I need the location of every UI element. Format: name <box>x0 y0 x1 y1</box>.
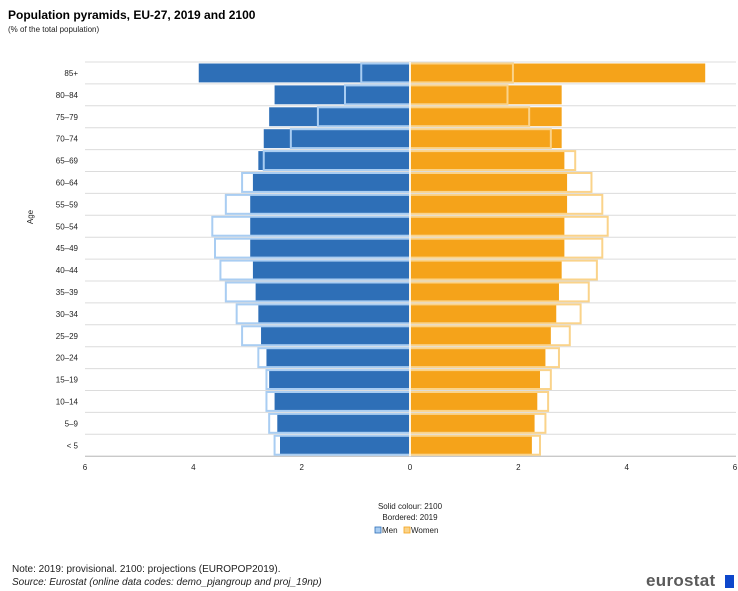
y-axis-title: Age <box>26 209 35 224</box>
age-group-label: 60–64 <box>56 178 79 187</box>
bar-men-2100 <box>277 413 410 433</box>
legend-swatch-women <box>403 526 411 534</box>
bar-women-2100 <box>410 348 546 368</box>
chart-subtitle: (% of the total population) <box>8 25 100 34</box>
age-group-label: 25–29 <box>56 332 79 341</box>
bar-women-2100 <box>410 304 557 324</box>
bar-women-2100 <box>410 216 565 236</box>
bar-men-2100 <box>252 260 410 280</box>
age-group-label: 40–44 <box>56 266 79 275</box>
age-group-label: 35–39 <box>56 288 79 297</box>
x-tick-label: 4 <box>624 463 629 472</box>
x-tick-label: 4 <box>191 463 196 472</box>
age-group-label: 45–49 <box>56 244 79 253</box>
bar-men-2100 <box>269 107 410 127</box>
age-group-label: 15–19 <box>56 376 79 385</box>
legend: Men Women <box>374 526 438 535</box>
x-tick-label: 2 <box>299 463 304 472</box>
age-group-label: 50–54 <box>56 222 79 231</box>
bar-men-2100 <box>263 129 410 149</box>
x-axis-tick-labels: 6 4 2 0 2 4 6 <box>83 463 738 472</box>
age-group-label: 20–24 <box>56 354 79 363</box>
x-tick-label: 2 <box>516 463 521 472</box>
population-pyramid-chart: 85+80–8475–7970–7465–6960–6455–5950–5445… <box>26 61 738 535</box>
x-tick-label: 6 <box>733 463 738 472</box>
age-group-labels: 85+ 80–84 75–79 70–74 65–69 60–64 55–59 50–54 45… <box>56 69 79 450</box>
bars <box>198 62 706 457</box>
age-group-label: 70–74 <box>56 135 79 144</box>
bar-men-2100 <box>280 435 410 455</box>
bar-women-2100 <box>410 85 562 105</box>
age-group-label: 30–34 <box>56 310 79 319</box>
bar-women-2100 <box>410 282 559 302</box>
age-group-label: 85+ <box>64 69 78 78</box>
bar-women-2100 <box>410 392 538 411</box>
age-group-label: 65–69 <box>56 157 79 166</box>
x-tick-label: 6 <box>83 463 88 472</box>
age-group-label: 80–84 <box>56 91 79 100</box>
bar-women-2100 <box>410 63 706 83</box>
bar-men-2100 <box>198 63 410 83</box>
bar-men-2100 <box>250 194 410 214</box>
age-group-label: 75–79 <box>56 113 79 122</box>
x-tick-label: 0 <box>408 463 413 472</box>
bar-women-2100 <box>410 194 568 214</box>
legend-note-solid: Solid colour: 2100 <box>378 502 443 511</box>
bar-women-2100 <box>410 238 565 258</box>
bar-men-2100 <box>250 238 410 258</box>
age-group-label: 5–9 <box>65 419 79 428</box>
bar-women-2100 <box>410 260 562 280</box>
bar-men-2100 <box>269 370 410 389</box>
bar-men-2100 <box>258 304 410 324</box>
source-text: Source: Eurostat (online data codes: dem… <box>12 577 322 588</box>
chart-title: Population pyramids, EU-27, 2019 and 210… <box>8 8 256 22</box>
bar-women-2100 <box>410 173 568 192</box>
bar-women-2100 <box>410 326 551 346</box>
bar-men-2100 <box>274 392 410 411</box>
bar-men-2100 <box>261 326 410 346</box>
bar-men-2100 <box>274 85 410 105</box>
eurostat-logo-mark <box>725 575 734 588</box>
bar-women-2100 <box>410 413 535 433</box>
bar-women-2100 <box>410 107 562 127</box>
legend-note-bordered: Bordered: 2019 <box>382 513 438 522</box>
bar-men-2100 <box>266 348 410 368</box>
bar-men-2100 <box>252 173 410 192</box>
bar-women-2100 <box>410 151 565 170</box>
bar-women-2100 <box>410 370 540 389</box>
bar-men-2100 <box>250 216 410 236</box>
bar-women-2100 <box>410 435 532 455</box>
bar-women-2100 <box>410 129 562 149</box>
eurostat-logo: eurostat <box>646 571 716 590</box>
legend-swatch-men <box>374 526 382 534</box>
legend-label-women: Women <box>411 526 438 535</box>
age-group-label: 55–59 <box>56 200 79 209</box>
bar-men-2100 <box>255 282 410 302</box>
bar-men-2100 <box>258 151 410 170</box>
age-group-label: 10–14 <box>56 397 79 406</box>
note-text: Note: 2019: provisional. 2100: projectio… <box>12 564 281 575</box>
legend-label-men: Men <box>382 526 398 535</box>
age-group-label: < 5 <box>67 441 79 450</box>
